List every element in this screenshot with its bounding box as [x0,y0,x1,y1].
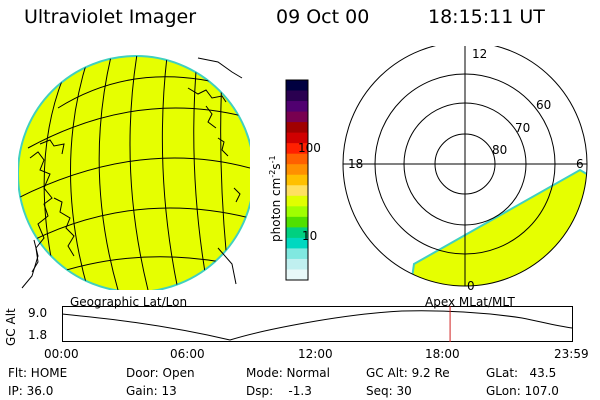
colorbar-segment [286,185,308,197]
colorbar-segment [286,132,308,144]
auroral-oval [408,168,587,286]
apex-map-caption: Apex MLat/MLT [425,295,515,309]
lat-label-60: 60 [536,98,551,112]
time-tick-0600: 06:00 [170,347,205,361]
time-tick-2359: 23:59 [554,347,589,361]
colorbar-segment [286,206,308,218]
colorbar-segment [286,80,308,92]
seq-status: Seq: 30 [366,384,412,398]
polar-plot: 12 18 0 6 60 70 80 [342,46,588,292]
dsp-status: Dsp: -1.3 [246,384,312,398]
colorbar-segment [286,227,308,239]
lat-label-80: 80 [492,143,507,157]
colorbar-unit-label: photon cm-2s-1 [268,155,283,242]
colorbar-segment [286,216,308,228]
colorbar-segment [286,248,308,260]
colorbar-segment [286,164,308,176]
altitude-tick-9: 9.0 [28,306,48,320]
mlt-label-18: 18 [348,157,363,171]
colorbar-segment [286,122,308,134]
geographic-map [18,55,250,290]
colorbar-segment [286,153,308,165]
colorbar-tick-10: 10 [302,229,318,243]
altitude-curve [62,310,573,341]
colorbar [285,79,309,281]
colorbar-segment [286,101,308,113]
colorbar-tick-100: 100 [298,141,321,155]
date-label: 09 Oct 00 [276,6,370,28]
colorbar-segment [286,195,308,207]
mlt-label-0: 0 [467,279,475,292]
geo-map-caption: Geographic Lat/Lon [70,295,188,309]
colorbar-segment [286,143,308,155]
map-border-lines [197,57,243,285]
altitude-tick-1-8: 1.8 [28,328,48,342]
mlt-label-6: 6 [576,157,584,171]
uv-disk [18,55,250,290]
altitude-axis-label: GC Alt [4,308,18,346]
flight-status: Flt: HOME [8,366,68,380]
colorbar-segment [286,237,308,249]
glon-status: GLon: 107.0 [486,384,559,398]
ip-status: IP: 36.0 [8,384,54,398]
gain-status: Gain: 13 [126,384,177,398]
lat-label-70: 70 [515,121,530,135]
mode-status: Mode: Normal [246,366,330,380]
glat-status: GLat: 43.5 [486,366,557,380]
time-tick-1800: 18:00 [425,347,460,361]
time-label: 18:15:11 UT [428,6,545,28]
altitude-plot [62,306,573,342]
door-status: Door: Open [126,366,195,380]
time-tick-1200: 12:00 [298,347,333,361]
gc-alt-status: GC Alt: 9.2 Re [366,366,450,380]
colorbar-segment [286,90,308,102]
coastlines [21,87,241,289]
colorbar-scale [286,80,308,281]
colorbar-segment [286,269,308,281]
colorbar-segment [286,111,308,123]
polar-grid [342,46,588,287]
colorbar-segment [286,258,308,270]
colorbar-segment [286,174,308,186]
mlt-label-12: 12 [472,47,487,61]
instrument-title: Ultraviolet Imager [24,6,197,28]
time-tick-0000: 00:00 [44,347,79,361]
